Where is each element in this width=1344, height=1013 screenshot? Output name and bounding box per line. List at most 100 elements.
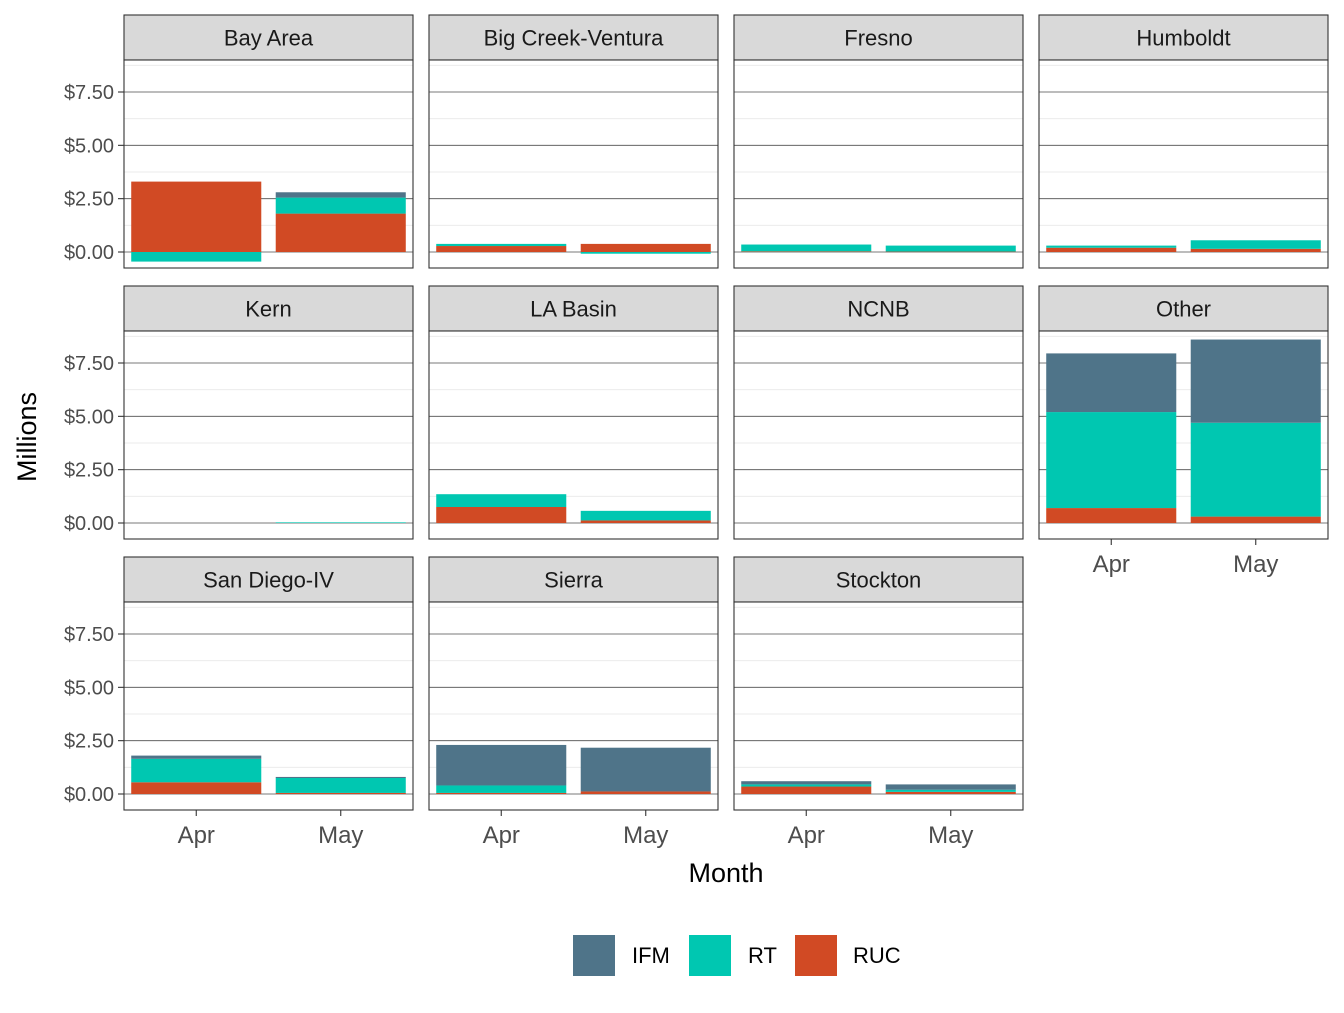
panel-background-kern	[124, 331, 413, 539]
bar-sierra-apr-ifm	[436, 744, 567, 786]
bar-stockton-apr-ruc	[741, 786, 872, 794]
bar-sierra-may-ruc	[580, 791, 711, 794]
bar-fresno-may-ruc	[885, 251, 1016, 253]
bar-big-creek-ventura-apr-rt	[436, 243, 567, 247]
x-tick-label: Apr	[1093, 551, 1130, 578]
x-tick-label: May	[623, 822, 668, 849]
facet-title-la-basin: LA Basin	[530, 297, 617, 322]
x-tick-label: Apr	[788, 822, 825, 849]
y-tick-label: $7.50	[64, 353, 114, 375]
panel-border-stockton	[733, 601, 1024, 811]
bar-san-diego-iv-apr-ifm	[131, 755, 262, 759]
panel-background-stockton	[734, 602, 1023, 810]
bar-san-diego-iv-may-rt	[275, 778, 406, 793]
y-tick-label: $7.50	[64, 624, 114, 646]
y-tick-label: $5.00	[64, 677, 114, 699]
bar-stockton-may-rt	[885, 789, 1016, 792]
panel-border-humboldt	[1038, 59, 1329, 269]
bar-san-diego-iv-apr-rt	[131, 758, 262, 783]
bar-san-diego-iv-apr-ruc	[131, 782, 262, 794]
panel-background-fresno	[734, 60, 1023, 268]
facet-title-san-diego-iv: San Diego-IV	[203, 568, 334, 593]
bar-bay-area-apr-ruc	[131, 181, 262, 252]
facet-strip-other	[1038, 285, 1329, 332]
panel-border-other	[1038, 330, 1329, 540]
panel-border-fresno	[733, 59, 1024, 269]
bar-stockton-apr-ifm	[741, 781, 872, 785]
legend-key-ifm	[573, 935, 615, 976]
x-tick-label: Apr	[178, 822, 215, 849]
facet-strip-bay-area	[123, 14, 414, 61]
bar-stockton-may-ifm	[885, 784, 1016, 790]
bar-other-apr-ifm	[1046, 353, 1177, 413]
bar-humboldt-may-ruc	[1190, 248, 1321, 252]
panel-background-big-creek-ventura	[429, 60, 718, 268]
facet-title-fresno: Fresno	[844, 26, 912, 51]
bar-la-basin-apr-ruc	[436, 507, 567, 523]
facet-strip-stockton	[733, 556, 1024, 603]
y-tick-label: $2.50	[64, 731, 114, 753]
bar-other-apr-rt	[1046, 412, 1177, 509]
bar-sierra-apr-rt	[436, 785, 567, 793]
bar-stockton-may-ruc	[885, 791, 1016, 794]
bar-sierra-may-ifm	[580, 747, 711, 792]
panel-border-ncnb	[733, 330, 1024, 540]
facet-title-big-creek-ventura: Big Creek-Ventura	[484, 26, 665, 51]
bar-humboldt-may-rt	[1190, 240, 1321, 249]
facet-title-other: Other	[1156, 297, 1211, 322]
bar-stockton-apr-rt	[741, 784, 872, 787]
x-tick-label: Apr	[483, 822, 520, 849]
bar-bay-area-may-ruc	[275, 213, 406, 252]
bar-san-diego-iv-may-ruc	[275, 792, 406, 794]
panel-background-ncnb	[734, 331, 1023, 539]
legend-key-rt	[689, 935, 731, 976]
facet-strip-sierra	[428, 556, 719, 603]
facet-title-ncnb: NCNB	[847, 297, 909, 322]
legend-label-ruc: RUC	[853, 943, 901, 968]
y-tick-label: $5.00	[64, 135, 114, 157]
bar-other-may-ruc	[1190, 516, 1321, 523]
bar-la-basin-may-ruc	[580, 520, 711, 523]
facet-strip-ncnb	[733, 285, 1024, 332]
bar-big-creek-ventura-apr-ruc	[436, 246, 567, 252]
bar-fresno-apr-ruc	[741, 251, 872, 252]
bar-big-creek-ventura-may-ruc	[580, 243, 711, 252]
facet-strip-fresno	[733, 14, 1024, 61]
bar-other-apr-ruc	[1046, 508, 1177, 523]
panel-border-la-basin	[428, 330, 719, 540]
bar-sierra-apr-ruc	[436, 792, 567, 794]
facet-strip-humboldt	[1038, 14, 1329, 61]
facet-title-humboldt: Humboldt	[1136, 26, 1230, 51]
y-tick-label: $0.00	[64, 242, 114, 264]
y-tick-label: $2.50	[64, 460, 114, 482]
facet-strip-kern	[123, 285, 414, 332]
legend-label-ifm: IFM	[632, 943, 670, 968]
panel-border-big-creek-ventura	[428, 59, 719, 269]
bar-la-basin-apr-rt	[436, 494, 567, 507]
facet-title-kern: Kern	[245, 297, 291, 322]
y-tick-label: $7.50	[64, 82, 114, 104]
x-tick-label: May	[318, 822, 363, 849]
bar-bay-area-may-rt	[275, 197, 406, 214]
bar-bay-area-may-ifm	[275, 192, 406, 198]
legend-key-ruc	[795, 935, 837, 976]
x-tick-label: May	[1233, 551, 1278, 578]
bar-la-basin-may-rt	[580, 510, 711, 521]
bar-san-diego-iv-may-ifm	[275, 776, 406, 778]
bar-humboldt-apr-ruc	[1046, 247, 1177, 252]
bar-other-may-ifm	[1190, 339, 1321, 423]
facet-title-stockton: Stockton	[836, 568, 922, 593]
x-tick-label: May	[928, 822, 973, 849]
y-axis-title: Millions	[12, 392, 42, 482]
bar-humboldt-apr-rt	[1046, 245, 1177, 248]
bar-other-may-rt	[1190, 422, 1321, 517]
bar-big-creek-ventura-may-rt	[580, 252, 711, 254]
bar-bay-area-apr-rt	[131, 252, 262, 262]
panel-border-kern	[123, 330, 414, 540]
y-tick-label: $0.00	[64, 513, 114, 535]
x-axis-title: Month	[688, 858, 763, 888]
panel-border-sierra	[428, 601, 719, 811]
facet-strip-big-creek-ventura	[428, 14, 719, 61]
